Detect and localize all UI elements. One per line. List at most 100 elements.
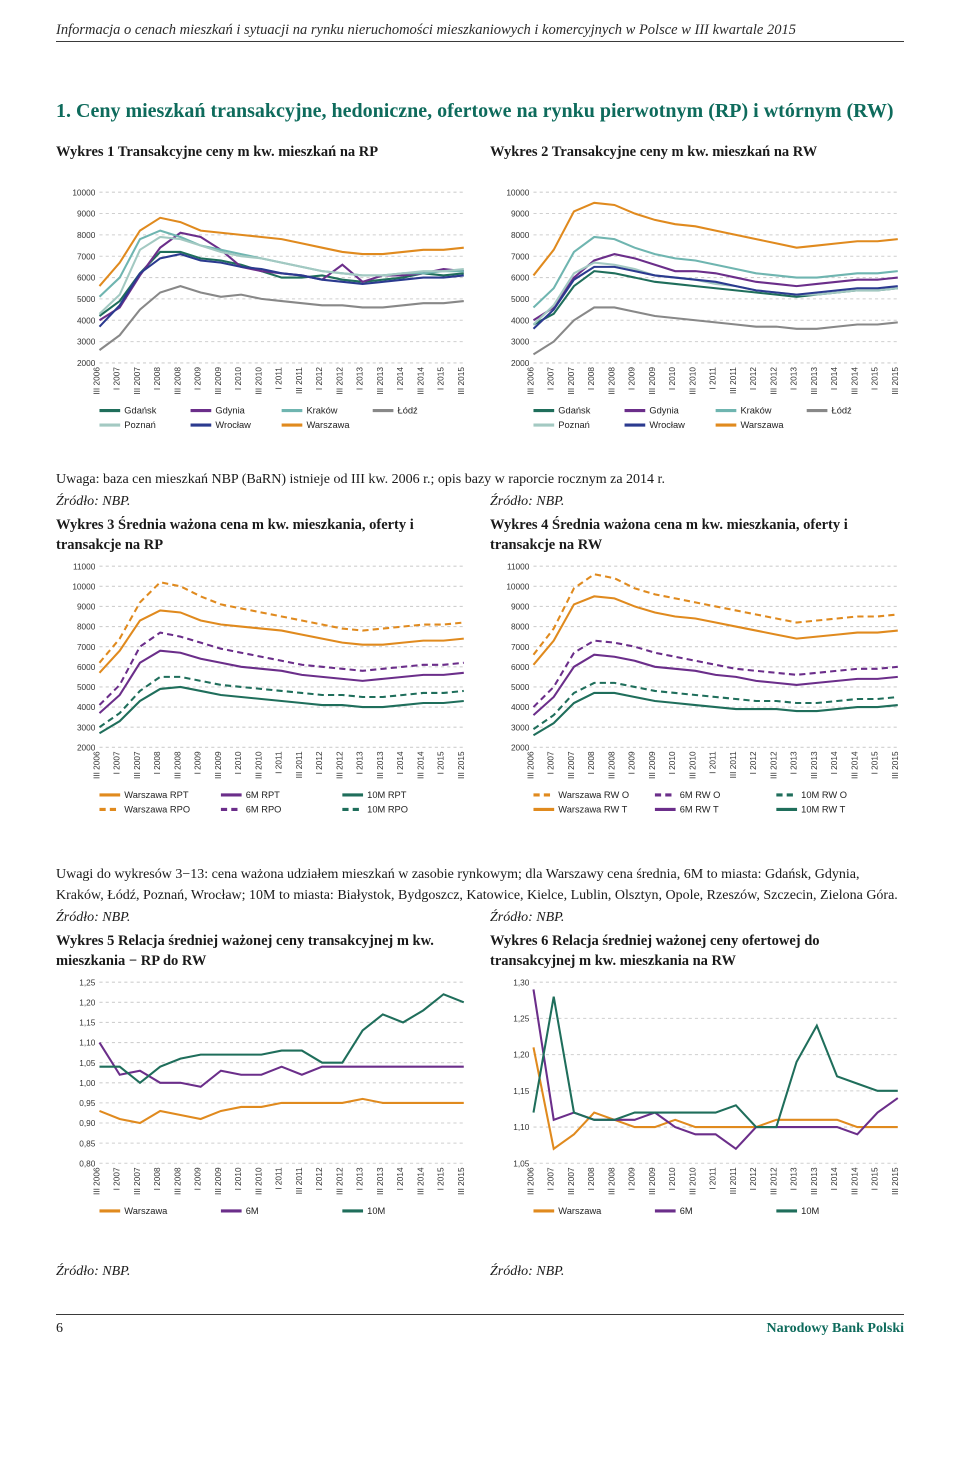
chart2-title: Wykres 2 Transakcyjne ceny m kw. mieszka… — [490, 143, 904, 181]
svg-text:I 2009: I 2009 — [628, 367, 637, 390]
svg-text:9000: 9000 — [77, 210, 96, 219]
svg-text:Gdynia: Gdynia — [649, 406, 679, 416]
svg-text:10000: 10000 — [506, 188, 529, 197]
svg-text:3000: 3000 — [77, 723, 96, 732]
svg-text:I 2010: I 2010 — [234, 1167, 243, 1190]
source-chart3: Źródło: NBP. — [56, 910, 470, 926]
svg-text:4000: 4000 — [511, 703, 530, 712]
svg-text:Kraków: Kraków — [306, 406, 337, 416]
svg-text:I 2015: I 2015 — [871, 367, 880, 390]
svg-text:III 2012: III 2012 — [769, 751, 778, 779]
svg-text:III 2013: III 2013 — [810, 1167, 819, 1195]
svg-text:Poznań: Poznań — [558, 420, 590, 430]
svg-text:I 2014: I 2014 — [830, 367, 839, 390]
svg-text:III 2007: III 2007 — [567, 751, 576, 779]
svg-text:III 2011: III 2011 — [729, 367, 738, 394]
svg-text:I 2008: I 2008 — [587, 1167, 596, 1190]
svg-text:I 2012: I 2012 — [315, 1167, 324, 1190]
svg-text:III 2014: III 2014 — [416, 751, 425, 779]
svg-text:I 2011: I 2011 — [275, 367, 284, 390]
svg-text:I 2013: I 2013 — [356, 1167, 365, 1190]
svg-text:III 2008: III 2008 — [607, 1167, 616, 1195]
svg-text:I 2008: I 2008 — [153, 367, 162, 390]
svg-text:III 2009: III 2009 — [214, 367, 223, 395]
svg-text:I 2007: I 2007 — [547, 751, 556, 774]
svg-text:5000: 5000 — [77, 683, 96, 692]
svg-text:I 2013: I 2013 — [356, 751, 365, 774]
svg-text:III 2014: III 2014 — [850, 367, 859, 395]
chart3: 2000300040005000600070008000900010000110… — [56, 561, 470, 851]
svg-text:III 2006: III 2006 — [92, 1167, 101, 1195]
svg-text:I 2014: I 2014 — [396, 367, 405, 390]
svg-text:III 2007: III 2007 — [567, 367, 576, 395]
svg-text:7000: 7000 — [511, 643, 530, 652]
page-footer: 6 Narodowy Bank Polski — [56, 1314, 904, 1337]
svg-text:5000: 5000 — [511, 295, 530, 304]
svg-text:I 2007: I 2007 — [547, 1167, 556, 1190]
svg-text:9000: 9000 — [77, 603, 96, 612]
svg-text:1,15: 1,15 — [79, 1019, 95, 1028]
chart1-title: Wykres 1 Transakcyjne ceny m kw. mieszka… — [56, 143, 470, 181]
svg-text:III 2010: III 2010 — [688, 1167, 697, 1195]
svg-text:III 2013: III 2013 — [810, 367, 819, 395]
svg-text:11000: 11000 — [73, 562, 96, 571]
chart6: 1,051,101,151,201,251,30III 2006I 2007II… — [490, 977, 904, 1256]
svg-text:1,10: 1,10 — [79, 1039, 95, 1048]
svg-text:Gdańsk: Gdańsk — [558, 406, 590, 416]
svg-text:3000: 3000 — [511, 723, 530, 732]
svg-text:III 2006: III 2006 — [526, 751, 535, 779]
svg-text:I 2011: I 2011 — [709, 1167, 718, 1190]
svg-text:III 2014: III 2014 — [850, 1167, 859, 1195]
svg-text:III 2008: III 2008 — [173, 367, 182, 395]
svg-text:0,85: 0,85 — [79, 1139, 95, 1148]
svg-text:III 2009: III 2009 — [648, 1167, 657, 1195]
svg-text:8000: 8000 — [511, 623, 530, 632]
svg-text:III 2014: III 2014 — [416, 1167, 425, 1195]
svg-text:I 2015: I 2015 — [437, 1167, 446, 1190]
svg-text:Warszawa: Warszawa — [740, 420, 784, 430]
svg-text:10M RW O: 10M RW O — [801, 790, 847, 800]
svg-text:10M: 10M — [367, 1206, 385, 1216]
svg-text:III 2006: III 2006 — [92, 751, 101, 779]
charts-row-2: Wykres 3 Średnia ważona cena m kw. miesz… — [56, 516, 904, 856]
chart5: 0,800,850,900,951,001,051,101,151,201,25… — [56, 977, 470, 1256]
running-head: Informacja o cenach mieszkań i sytuacji … — [56, 0, 904, 42]
svg-text:Gdynia: Gdynia — [215, 406, 245, 416]
svg-text:11000: 11000 — [507, 562, 530, 571]
svg-text:1,00: 1,00 — [79, 1079, 95, 1088]
svg-text:III 2006: III 2006 — [526, 1167, 535, 1195]
svg-text:I 2010: I 2010 — [668, 367, 677, 390]
svg-text:III 2010: III 2010 — [254, 751, 263, 779]
svg-text:III 2015: III 2015 — [457, 751, 466, 779]
svg-text:III 2010: III 2010 — [688, 751, 697, 779]
svg-text:6M: 6M — [246, 1206, 259, 1216]
svg-text:10M RPT: 10M RPT — [367, 790, 407, 800]
svg-text:III 2011: III 2011 — [729, 751, 738, 778]
svg-text:Warszawa: Warszawa — [306, 420, 350, 430]
svg-text:6000: 6000 — [77, 274, 96, 283]
bank-name: Narodowy Bank Polski — [767, 1321, 904, 1337]
svg-text:III 2015: III 2015 — [891, 367, 900, 395]
svg-text:7000: 7000 — [511, 252, 530, 261]
svg-text:I 2008: I 2008 — [153, 1167, 162, 1190]
svg-text:Warszawa RW T: Warszawa RW T — [558, 805, 627, 815]
svg-text:1,20: 1,20 — [513, 1051, 529, 1060]
svg-text:6M RPT: 6M RPT — [246, 790, 280, 800]
section-title: 1. Ceny mieszkań transakcyjne, hedoniczn… — [56, 98, 904, 125]
svg-text:1,15: 1,15 — [513, 1087, 529, 1096]
svg-text:I 2008: I 2008 — [587, 367, 596, 390]
svg-text:I 2011: I 2011 — [275, 1167, 284, 1190]
svg-text:I 2011: I 2011 — [709, 751, 718, 774]
svg-text:III 2015: III 2015 — [891, 751, 900, 779]
svg-text:III 2007: III 2007 — [133, 1167, 142, 1195]
svg-text:III 2013: III 2013 — [376, 367, 385, 395]
svg-text:Wrocław: Wrocław — [215, 420, 251, 430]
svg-text:I 2011: I 2011 — [709, 367, 718, 390]
svg-text:I 2015: I 2015 — [871, 751, 880, 774]
source-chart4: Źródło: NBP. — [490, 910, 904, 926]
svg-text:III 2007: III 2007 — [567, 1167, 576, 1195]
svg-text:I 2012: I 2012 — [315, 367, 324, 390]
svg-text:6000: 6000 — [511, 663, 530, 672]
svg-text:I 2010: I 2010 — [668, 751, 677, 774]
svg-text:III 2008: III 2008 — [173, 751, 182, 779]
